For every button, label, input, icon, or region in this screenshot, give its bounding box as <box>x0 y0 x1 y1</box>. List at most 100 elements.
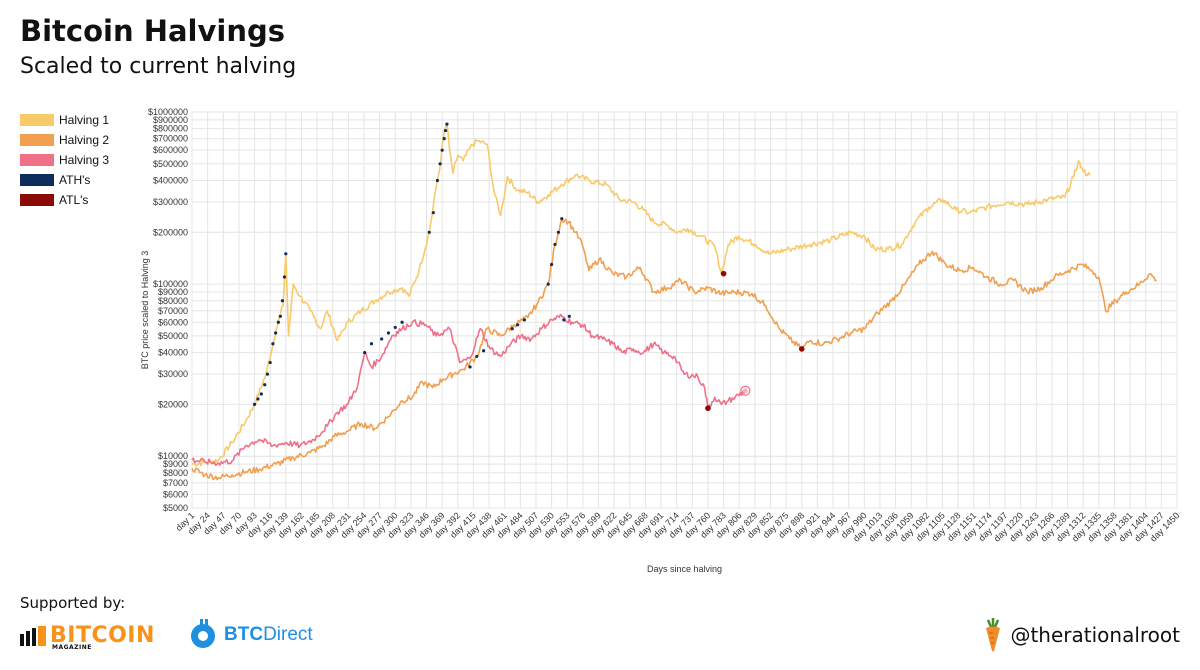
ath-marker <box>553 242 557 247</box>
y-axis-ticks: $5000 $6000$7000$8000$9000$10000 $20000 $30… <box>148 108 188 513</box>
ath-marker <box>256 397 260 401</box>
y-tick-label: $200000 <box>153 227 188 237</box>
plot-border <box>191 111 1178 509</box>
btcdirect-logo-text: BTCDirect <box>224 624 313 645</box>
ath-marker <box>510 327 514 331</box>
y-tick-label: $8000 <box>163 468 188 478</box>
ath-marker <box>271 342 275 346</box>
legend-label: ATL's <box>59 193 89 207</box>
y-tick-label: $7000 <box>163 478 188 488</box>
ath-marker <box>560 217 564 221</box>
legend-item-atl[interactable]: ATL's <box>20 190 109 210</box>
ath-marker <box>427 230 431 234</box>
legend-label: ATH's <box>59 173 91 187</box>
y-tick-label: $1000000 <box>148 108 188 117</box>
ath-marker <box>468 365 472 369</box>
btcdirect-logo[interactable]: BTCDirect <box>188 618 313 652</box>
y-tick-label: $30000 <box>158 369 188 379</box>
atl-marker <box>720 270 727 277</box>
y-tick-label: $700000 <box>153 134 188 144</box>
y-tick-label: $40000 <box>158 348 188 358</box>
legend-label: Halving 1 <box>59 113 110 127</box>
legend-item-ath[interactable]: ATH's <box>20 170 109 190</box>
bitcoin-magazine-icon <box>20 626 46 646</box>
atl-marker <box>705 405 711 412</box>
ath-marker <box>522 318 527 322</box>
ath-marker <box>393 325 397 330</box>
ath-marker <box>442 137 446 141</box>
bitcoin-logo-subtext: MAGAZINE <box>52 644 92 651</box>
ath-marker <box>562 318 566 322</box>
ath-marker <box>369 342 374 346</box>
current-point-marker <box>740 385 751 396</box>
y-tick-label: $400000 <box>153 175 188 185</box>
ath-marker <box>431 211 435 215</box>
ath-marker <box>443 128 448 133</box>
ath-marker <box>546 282 550 286</box>
y-tick-label: $100000 <box>153 279 188 289</box>
series-lines <box>191 123 1157 481</box>
legend-swatch <box>20 154 54 166</box>
y-tick-label: $70000 <box>158 306 188 316</box>
ath-marker <box>435 178 440 183</box>
legend-swatch <box>20 134 54 146</box>
y-tick-label: $20000 <box>158 399 188 409</box>
atl-marker <box>798 346 805 352</box>
ath-marker <box>280 299 285 303</box>
ath-marker <box>516 323 520 327</box>
chart-title: Bitcoin Halvings <box>20 14 285 48</box>
bitcoin-logo-text: BITCOIN <box>50 623 155 648</box>
series-line-halving-3 <box>191 313 747 467</box>
ath-marker <box>438 162 442 166</box>
series-line-halving-2 <box>191 217 1157 481</box>
ath-marker <box>400 320 404 324</box>
legend-item-halving-1[interactable]: Halving 1 <box>20 110 109 130</box>
ath-marker <box>556 230 561 234</box>
x-axis-label: Days since halving <box>647 564 722 574</box>
author-handle[interactable]: @therationalroot <box>980 618 1180 652</box>
ath-marker <box>550 262 554 267</box>
chart-subtitle: Scaled to current halving <box>20 54 297 79</box>
ath-marker <box>268 360 272 365</box>
ath-marker <box>263 383 267 387</box>
legend-label: Halving 3 <box>59 153 110 167</box>
y-axis-label: BTC price scaled to Halving 3 <box>140 251 150 370</box>
ath-marker <box>380 337 384 341</box>
series-line-halving-1 <box>191 123 1091 467</box>
series-markers <box>252 122 805 412</box>
ath-marker <box>274 331 278 335</box>
legend-swatch <box>20 194 54 206</box>
ath-marker <box>259 392 263 396</box>
supported-by-label: Supported by: <box>20 594 126 612</box>
legend-label: Halving 2 <box>59 133 110 147</box>
y-tick-label: $60000 <box>158 317 188 327</box>
line-chart: $5000 $6000$7000$8000$9000$10000 $20000 $30… <box>140 108 1180 574</box>
author-handle-text: @therationalroot <box>1010 623 1180 647</box>
chart-legend: Halving 1 Halving 2 Halving 3 ATH's ATL'… <box>20 110 109 210</box>
legend-swatch <box>20 174 54 186</box>
carrot-icon <box>986 618 1001 652</box>
legend-item-halving-3[interactable]: Halving 3 <box>20 150 109 170</box>
y-tick-label: $300000 <box>153 197 188 207</box>
chart-grid <box>191 111 1178 509</box>
ath-marker <box>440 148 444 152</box>
y-tick-label: $80000 <box>158 296 188 306</box>
y-tick-label: $5000 <box>163 503 188 513</box>
btcdirect-icon <box>191 619 215 648</box>
y-tick-label: $600000 <box>153 145 188 155</box>
y-tick-label: $800000 <box>153 124 188 134</box>
bitcoin-magazine-logo[interactable]: BITCOIN MAGAZINE <box>20 620 155 652</box>
y-tick-label: $500000 <box>153 159 188 169</box>
y-tick-label: $90000 <box>158 287 188 297</box>
ath-marker <box>284 252 288 256</box>
y-tick-label: $9000 <box>163 459 188 469</box>
ath-marker <box>475 354 479 359</box>
y-tick-label: $50000 <box>158 331 188 341</box>
legend-item-halving-2[interactable]: Halving 2 <box>20 130 109 150</box>
ath-marker <box>445 122 449 126</box>
ath-marker <box>282 275 287 279</box>
y-tick-label: $10000 <box>158 451 188 461</box>
y-tick-label: $6000 <box>163 489 188 499</box>
current-point-dot <box>742 388 748 394</box>
